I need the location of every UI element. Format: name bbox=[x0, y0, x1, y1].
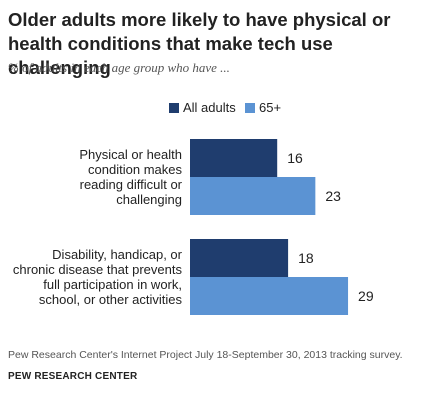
legend-label-all-adults: All adults bbox=[183, 100, 236, 115]
source-note: Pew Research Center's Internet Project J… bbox=[8, 349, 403, 361]
bar bbox=[190, 139, 278, 177]
bar bbox=[190, 277, 349, 315]
bar bbox=[190, 177, 316, 215]
category-label-line: full participation in work, bbox=[43, 277, 182, 292]
chart-subtitle: % of adults in each age group who have .… bbox=[8, 60, 230, 75]
data-label: 16 bbox=[287, 150, 303, 166]
category-label: Physical or health condition makes reading… bbox=[79, 147, 182, 207]
data-label: 23 bbox=[325, 188, 341, 204]
org-credit: PEW RESEARCH CENTER bbox=[8, 371, 138, 382]
category-label-line: condition makes bbox=[88, 162, 182, 177]
bar bbox=[190, 239, 289, 277]
category-label-line: chronic disease that prevents bbox=[12, 262, 182, 277]
category-label: Disability, handicap, or chronic disease … bbox=[13, 247, 182, 307]
legend-item-65-plus: 65+ bbox=[245, 100, 281, 115]
legend-label-65-plus: 65+ bbox=[259, 100, 282, 115]
category-label-line: Physical or health bbox=[79, 147, 182, 162]
category-label-line: reading difficult or bbox=[79, 177, 182, 192]
category-label-line: Disability, handicap, or bbox=[52, 247, 182, 262]
legend-item-all-adults: All adults bbox=[169, 100, 236, 115]
category-label-line: school, or other activities bbox=[38, 292, 182, 307]
data-label: 29 bbox=[358, 288, 374, 304]
legend-swatch-all-adults bbox=[169, 102, 179, 113]
data-label: 18 bbox=[298, 250, 314, 266]
category-label-line: challenging bbox=[116, 192, 182, 207]
legend-swatch-65-plus bbox=[245, 102, 255, 113]
chart-title: Older adults more likely to have physica… bbox=[8, 9, 391, 78]
